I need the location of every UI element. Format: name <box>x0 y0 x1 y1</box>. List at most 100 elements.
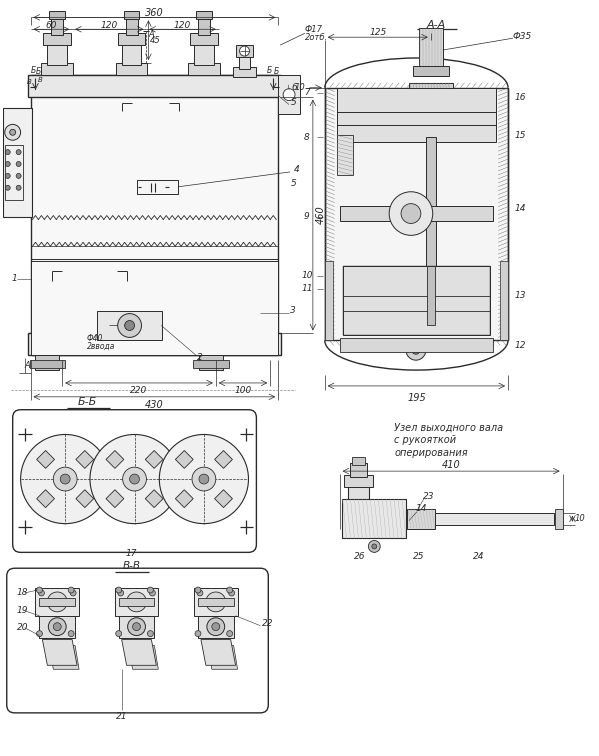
Text: Б: Б <box>36 67 41 76</box>
Text: 23: 23 <box>423 492 434 501</box>
Bar <box>232 67 256 77</box>
Circle shape <box>128 618 146 636</box>
Text: 6: 6 <box>291 83 297 92</box>
Text: 120: 120 <box>174 21 191 29</box>
Circle shape <box>206 592 226 612</box>
Polygon shape <box>76 490 93 507</box>
Bar <box>47 43 67 65</box>
Text: Б: Б <box>31 67 36 76</box>
Text: 120: 120 <box>101 21 118 29</box>
Bar <box>194 43 214 65</box>
Text: А-А: А-А <box>427 20 446 30</box>
Polygon shape <box>176 490 193 507</box>
Bar <box>119 616 155 637</box>
Bar <box>41 63 73 75</box>
Polygon shape <box>145 451 163 469</box>
Polygon shape <box>122 640 156 665</box>
Text: 14: 14 <box>415 504 426 513</box>
Polygon shape <box>43 640 77 665</box>
Text: 45: 45 <box>150 36 161 45</box>
Circle shape <box>125 321 135 330</box>
Circle shape <box>98 457 102 461</box>
Text: 195: 195 <box>407 393 426 403</box>
Text: 9: 9 <box>304 212 310 221</box>
Bar <box>188 63 220 75</box>
Polygon shape <box>214 490 232 507</box>
Circle shape <box>195 587 201 593</box>
Bar <box>343 266 490 336</box>
Text: 2: 2 <box>197 353 202 361</box>
Bar <box>435 513 553 525</box>
FancyBboxPatch shape <box>13 410 256 553</box>
Text: Узел выходного вала: Узел выходного вала <box>394 423 503 432</box>
Bar <box>115 588 158 616</box>
Text: 1: 1 <box>12 274 17 284</box>
Circle shape <box>147 631 153 637</box>
Text: 26: 26 <box>353 552 365 561</box>
Circle shape <box>212 623 220 631</box>
Circle shape <box>53 623 61 631</box>
Text: 15: 15 <box>514 131 526 140</box>
Bar <box>137 180 178 194</box>
Bar <box>31 75 278 355</box>
Circle shape <box>192 467 216 491</box>
Bar <box>340 206 493 222</box>
Bar <box>28 75 281 97</box>
Bar <box>35 355 59 370</box>
Text: Б-Б: Б-Б <box>77 397 96 407</box>
Bar <box>49 11 65 20</box>
Circle shape <box>16 185 21 191</box>
Circle shape <box>96 495 104 503</box>
Circle shape <box>16 162 21 166</box>
Text: 4: 4 <box>294 166 300 175</box>
Circle shape <box>226 631 232 637</box>
Circle shape <box>5 162 10 166</box>
Text: 2ввода: 2ввода <box>87 342 116 351</box>
Bar <box>278 75 300 114</box>
Circle shape <box>117 590 123 596</box>
Circle shape <box>90 435 179 524</box>
Bar <box>126 17 138 36</box>
Text: 16: 16 <box>514 93 526 102</box>
Circle shape <box>167 457 171 461</box>
Bar <box>347 479 370 519</box>
Text: Ф17: Ф17 <box>305 25 323 34</box>
Polygon shape <box>106 490 124 507</box>
Text: В: В <box>27 79 32 85</box>
Bar <box>337 135 352 175</box>
Circle shape <box>126 592 146 612</box>
Bar <box>190 33 218 45</box>
Text: 18: 18 <box>17 588 28 597</box>
Text: 3: 3 <box>290 306 296 315</box>
Text: с рукояткой: с рукояткой <box>394 435 456 445</box>
Circle shape <box>68 631 74 637</box>
Circle shape <box>165 495 173 503</box>
Circle shape <box>368 541 380 553</box>
Circle shape <box>207 618 225 636</box>
Bar <box>500 261 508 340</box>
Text: 100: 100 <box>234 386 252 395</box>
Text: 17: 17 <box>126 549 137 558</box>
Text: 125: 125 <box>369 28 386 37</box>
Circle shape <box>68 587 74 593</box>
Bar <box>350 463 367 477</box>
Bar <box>40 616 75 637</box>
Bar <box>193 360 229 368</box>
Text: A: A <box>149 29 155 39</box>
Circle shape <box>199 474 209 484</box>
Text: 2отб.: 2отб. <box>305 33 328 42</box>
Bar <box>352 457 365 465</box>
Circle shape <box>5 173 10 178</box>
Circle shape <box>16 150 21 154</box>
Circle shape <box>389 192 432 235</box>
Circle shape <box>37 631 43 637</box>
Bar <box>40 598 75 606</box>
Bar <box>198 17 210 36</box>
Text: 460: 460 <box>316 206 326 225</box>
Circle shape <box>283 88 295 101</box>
Circle shape <box>53 467 77 491</box>
Polygon shape <box>37 490 55 507</box>
Bar <box>409 82 453 110</box>
Bar <box>122 43 141 65</box>
Polygon shape <box>214 451 232 469</box>
